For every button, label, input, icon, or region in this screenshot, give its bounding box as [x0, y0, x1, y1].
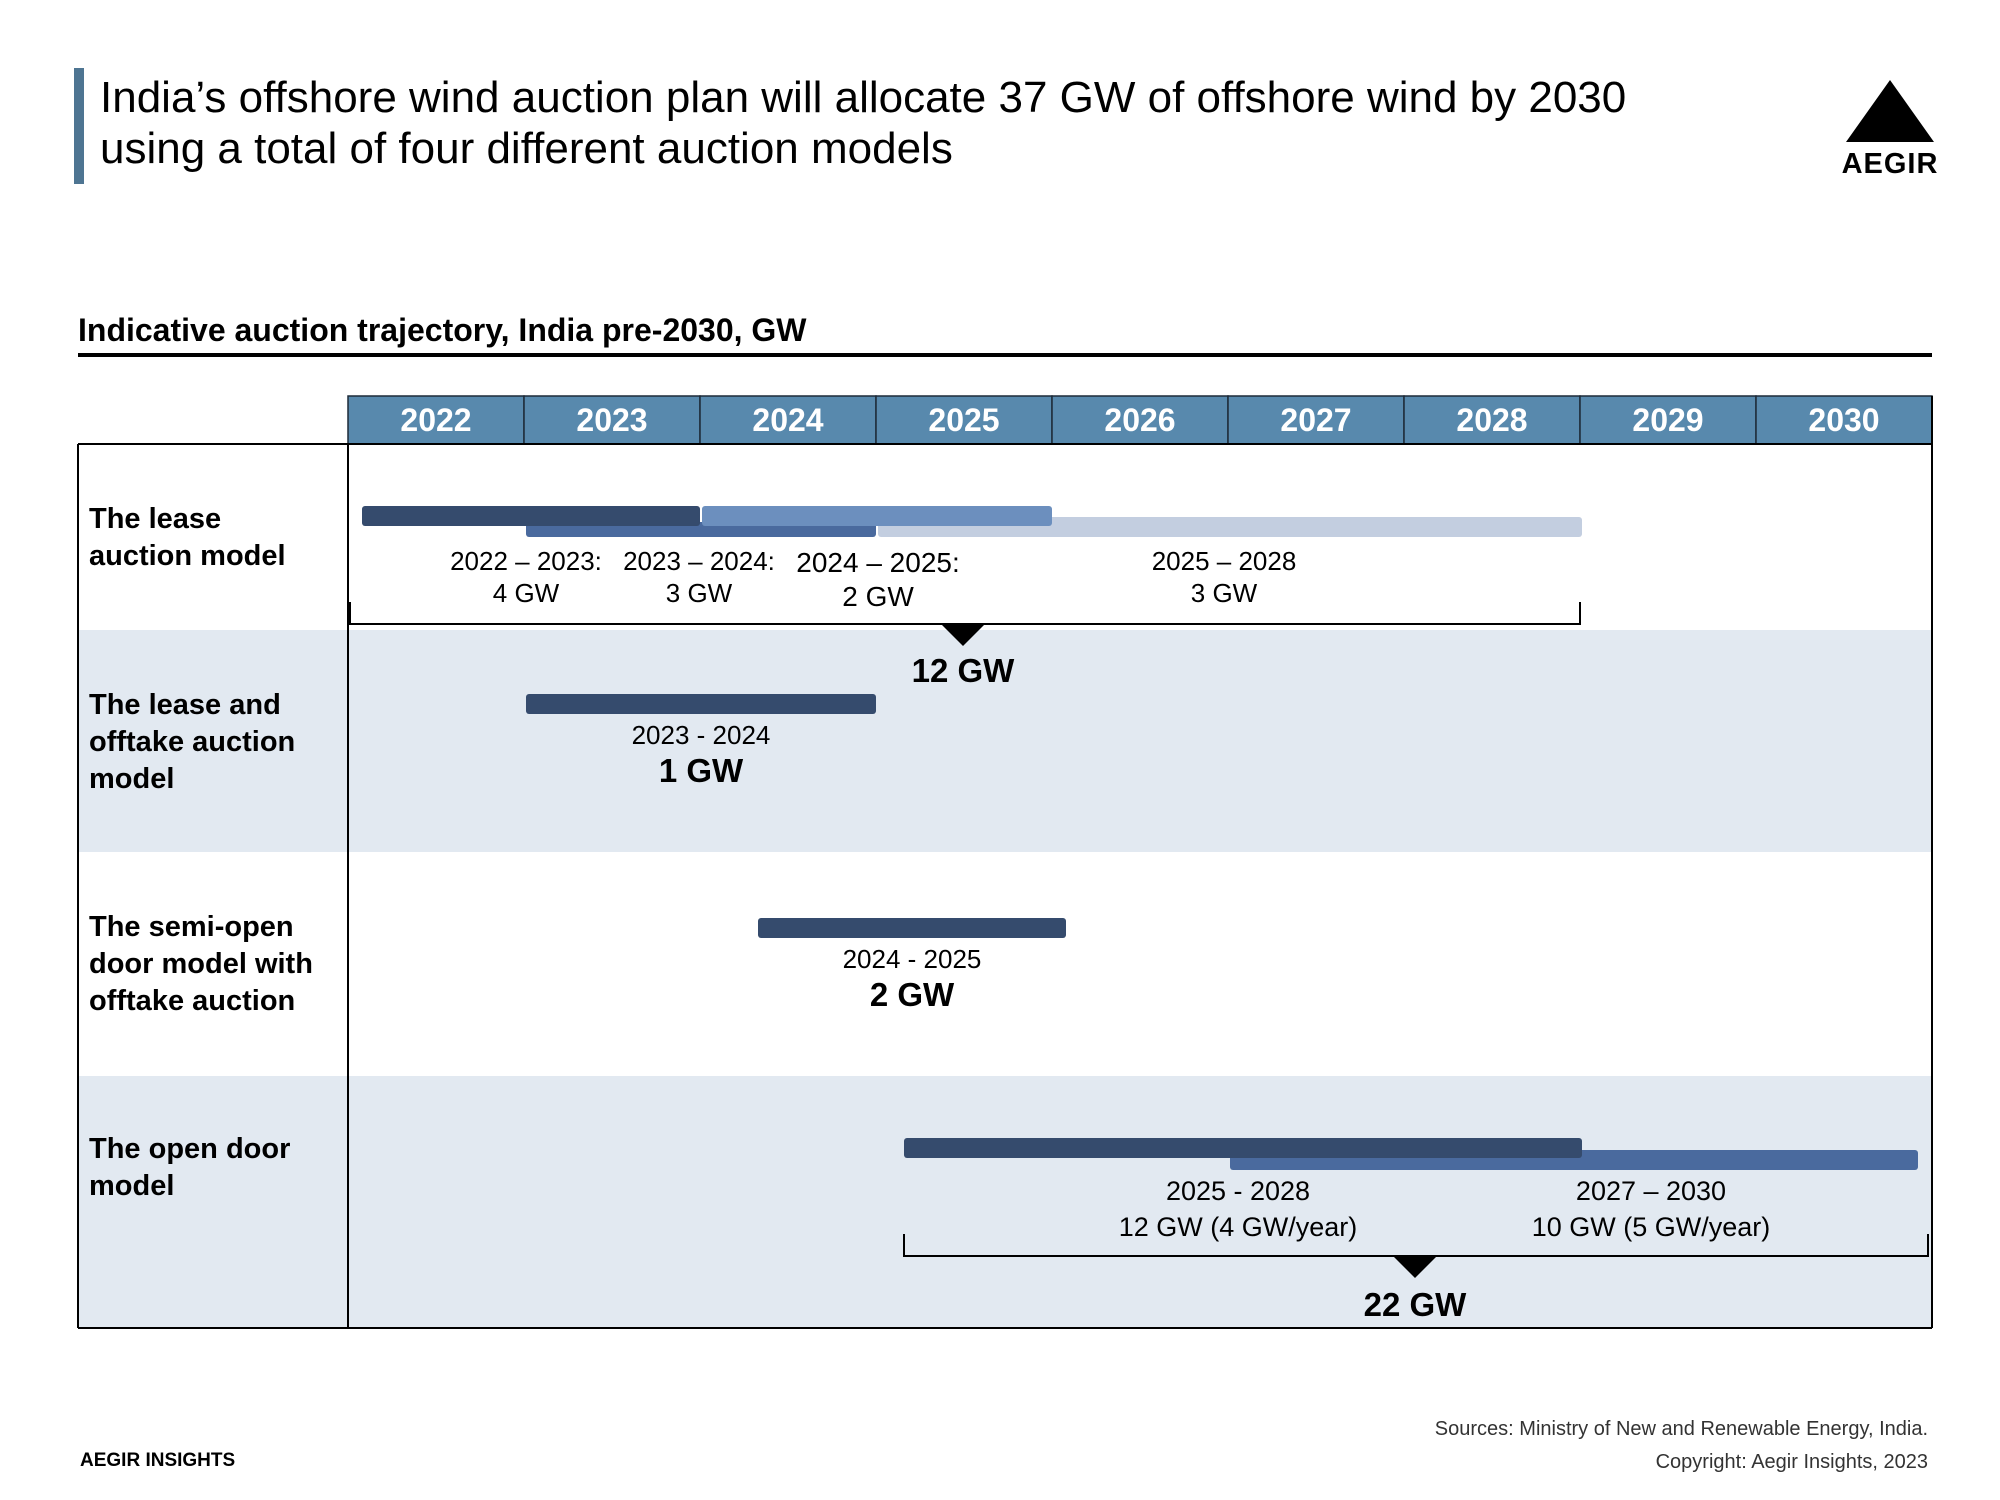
row-label-lease-line-1: The lease — [89, 503, 221, 535]
row-label-lease-offtake-line-1: The lease and — [89, 689, 281, 721]
lease-bar-period-1: 2022 – 2023: — [450, 546, 602, 576]
chart-title: Indicative auction trajectory, India pre… — [78, 312, 807, 348]
footer-brand: AEGIR INSIGHTS — [80, 1450, 236, 1471]
lease-bar-value-2: 3 GW — [666, 578, 733, 608]
copyright-text: Copyright: Aegir Insights, 2023 — [1655, 1451, 1928, 1473]
year-header-label-2028: 2028 — [1456, 402, 1527, 438]
row-band-lease-offtake — [78, 630, 1932, 852]
open-door-bar-value-2: 10 GW (5 GW/year) — [1532, 1212, 1771, 1242]
title-accent-bar — [74, 68, 84, 184]
year-header-label-2024: 2024 — [752, 402, 823, 438]
year-header-cell-2030 — [1755, 395, 1933, 445]
row-label-semi-open-line-1: The semi-open — [89, 911, 294, 943]
year-header-cell-2028 — [1403, 395, 1581, 445]
row-label-semi-open-line-2: door model with — [89, 948, 313, 980]
lease-bar-period-3: 2024 – 2025: — [796, 547, 960, 578]
logo-text: AEGIR — [1841, 148, 1939, 180]
year-header-label-2022: 2022 — [400, 402, 471, 438]
lease-bar-2022-2024 — [362, 506, 700, 526]
title-line-1: India’s offshore wind auction plan will … — [100, 73, 1627, 122]
page-title: India’s offshore wind auction plan will … — [100, 72, 1740, 174]
lease-bar-value-1: 4 GW — [493, 578, 560, 608]
year-header-cell-2029 — [1579, 395, 1757, 445]
semi-open-bar — [758, 918, 1066, 938]
year-header-cell-2023 — [523, 395, 701, 445]
row-band-open-door — [78, 1076, 1932, 1328]
row-label-lease-line-2: auction model — [89, 540, 286, 572]
lease-bar-period-2: 2023 – 2024: — [623, 546, 775, 576]
footer-credits: Sources: Ministry of New and Renewable E… — [1435, 1413, 1928, 1479]
logo-triangle-icon — [1846, 80, 1934, 142]
year-header-cell-2025 — [875, 395, 1053, 445]
row-label-open-door-line-2: model — [89, 1170, 174, 1202]
row-label-semi-open-line-3: offtake auction — [89, 985, 295, 1017]
open-door-total-value: 22 GW — [1364, 1286, 1468, 1323]
row-label-open-door-line-1: The open door — [89, 1133, 290, 1165]
open-door-bar-value-1: 12 GW (4 GW/year) — [1119, 1212, 1358, 1242]
title-line-2: using a total of four different auction … — [100, 124, 953, 173]
lease-offtake-bar-value: 1 GW — [659, 752, 744, 789]
chart-title-rule — [78, 353, 1932, 357]
year-header-label-2030: 2030 — [1808, 402, 1879, 438]
lease-bar-value-4: 3 GW — [1191, 578, 1258, 608]
lease-total-pointer — [941, 624, 985, 646]
semi-open-bar-period: 2024 - 2025 — [843, 944, 982, 974]
year-header-label-2026: 2026 — [1104, 402, 1175, 438]
year-header-label-2023: 2023 — [576, 402, 647, 438]
sources-text: Sources: Ministry of New and Renewable E… — [1434, 1418, 1928, 1440]
lease-total-value: 12 GW — [912, 652, 1016, 689]
lease-bar-value-3: 2 GW — [842, 581, 914, 612]
open-door-total-pointer — [1393, 1256, 1437, 1278]
open-door-bar-period-2: 2027 – 2030 — [1576, 1176, 1726, 1206]
year-header-label-2025: 2025 — [928, 402, 999, 438]
lease-offtake-bar — [526, 694, 876, 714]
year-header-cell-2026 — [1051, 395, 1229, 445]
lease-offtake-bar-period: 2023 - 2024 — [632, 720, 771, 750]
open-door-bar-period-1: 2025 - 2028 — [1166, 1176, 1310, 1206]
row-label-lease-offtake-line-2: offtake auction — [89, 726, 295, 758]
lease-bar-period-4: 2025 – 2028 — [1152, 546, 1297, 576]
year-header-label-2027: 2027 — [1280, 402, 1351, 438]
lease-bar-2025-2029 — [878, 517, 1582, 537]
row-label-lease-offtake-line-3: model — [89, 763, 174, 795]
year-header-cell-2024 — [699, 395, 877, 445]
lease-bar-2024-2026 — [702, 506, 1052, 526]
semi-open-bar-value: 2 GW — [870, 976, 955, 1013]
aegir-logo: AEGIR — [1832, 78, 1948, 184]
open-door-bar-2025-2028 — [904, 1138, 1582, 1158]
year-header-label-2029: 2029 — [1632, 402, 1703, 438]
